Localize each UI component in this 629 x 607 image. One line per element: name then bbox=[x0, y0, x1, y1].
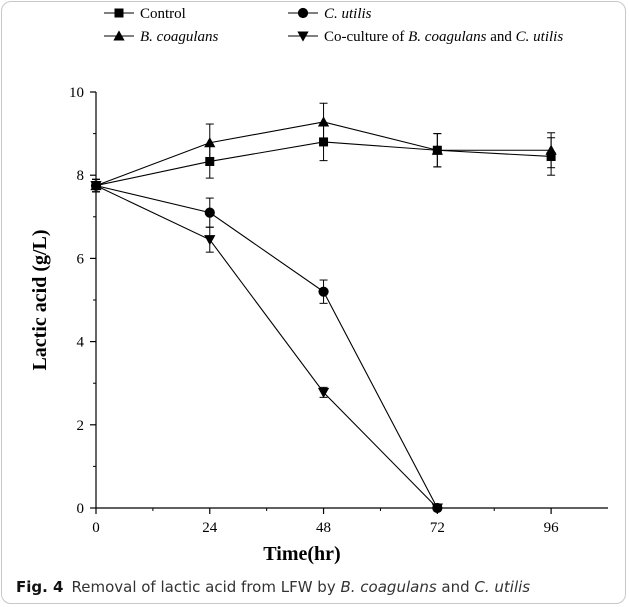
legend-label: C. utilis bbox=[324, 6, 372, 22]
x-tick-label: 0 bbox=[92, 520, 100, 536]
data-point bbox=[317, 387, 330, 398]
figure-caption: Fig. 4 Removal of lactic acid from LFW by… bbox=[16, 578, 616, 596]
data-point bbox=[318, 286, 329, 297]
data-point bbox=[204, 137, 216, 148]
legend-marker bbox=[113, 30, 125, 41]
x-tick-label: 96 bbox=[544, 520, 560, 536]
caption-text-before: Removal of lactic acid from LFW by bbox=[71, 578, 341, 596]
caption-species-2: C. utilis bbox=[474, 578, 531, 596]
y-tick-label: 4 bbox=[77, 335, 85, 351]
caption-label: Fig. 4 bbox=[16, 578, 64, 596]
data-point bbox=[317, 116, 330, 127]
x-tick-label: 72 bbox=[430, 520, 445, 536]
data-point bbox=[545, 144, 557, 155]
data-point bbox=[431, 503, 443, 514]
y-tick-label: 6 bbox=[77, 251, 85, 267]
series-line-3 bbox=[95, 185, 438, 509]
y-tick-label: 2 bbox=[77, 418, 85, 434]
caption-species-1: B. coagulans bbox=[340, 578, 437, 596]
y-tick-label: 10 bbox=[69, 85, 84, 101]
series-line-1 bbox=[95, 185, 438, 509]
data-point bbox=[431, 144, 443, 155]
legend-marker bbox=[114, 8, 124, 18]
legend-label: Co-culture of B. coagulans and C. utilis bbox=[324, 29, 563, 45]
legend-marker bbox=[297, 31, 309, 42]
x-tick-label: 24 bbox=[202, 520, 218, 536]
data-point bbox=[204, 207, 215, 218]
caption-text-mid: and bbox=[436, 578, 475, 596]
legend-label: Control bbox=[140, 6, 186, 22]
y-tick-label: 8 bbox=[77, 168, 85, 184]
y-tick-label: 0 bbox=[77, 501, 85, 517]
legend-marker bbox=[297, 7, 309, 19]
data-point bbox=[319, 137, 329, 147]
x-axis-title: Time(hr) bbox=[263, 543, 340, 565]
legend-label: B. coagulans bbox=[140, 29, 218, 45]
x-tick-label: 48 bbox=[316, 520, 331, 536]
y-axis-title: Lactic acid (g/L) bbox=[29, 229, 51, 370]
data-point bbox=[90, 181, 102, 192]
legend-entry: Co-culture of B. coagulans and C. utilis bbox=[288, 29, 563, 45]
data-point bbox=[204, 235, 216, 246]
